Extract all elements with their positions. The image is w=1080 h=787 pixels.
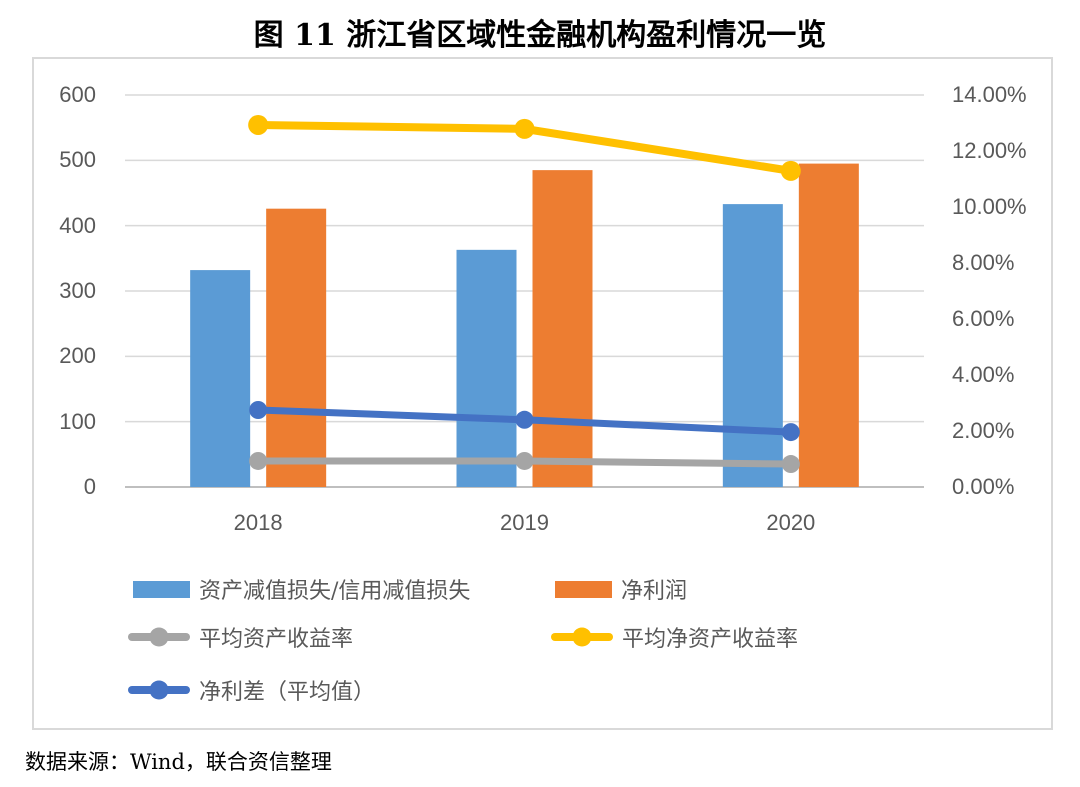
category-label-2019: 2019 [500,510,549,535]
marker-roa-2020 [781,455,800,474]
legend-item-roe: 平均净资产收益率 [551,623,799,652]
right-axis-tick-0.00%: 0.00% [952,474,1015,499]
legend-label-roe: 平均净资产收益率 [622,627,799,652]
legend-label-roa: 平均资产收益率 [199,627,354,652]
right-axis-tick-12.00%: 12.00% [952,138,1027,163]
left-axis-tick-600: 600 [59,82,96,107]
bar-impairment-2020 [722,204,783,487]
legend-swatch-impairment [133,580,190,598]
left-axis-tick-100: 100 [59,408,96,434]
right-axis-tick-8.00%: 8.00% [952,250,1015,275]
marker-roa-2019 [515,451,534,470]
legend-label-net-profit: 净利润 [621,579,688,604]
chart-title: 图 11 浙江省区域性金融机构盈利情况一览 [253,18,827,53]
right-axis-tick-6.00%: 6.00% [952,306,1015,331]
bar-net-profit-2020 [798,163,859,487]
legend-marker-roa [149,627,169,647]
legend-marker-nim [149,680,169,700]
marker-roe-2020 [780,160,801,181]
left-axis-tick-400: 400 [59,212,96,238]
legend-swatch-roa [128,627,190,647]
bar-net-profit-2018 [266,208,327,487]
legend-swatch-net-profit [555,580,612,598]
legend-swatch-nim [128,680,190,700]
right-axis-tick-14.00%: 14.00% [952,82,1027,107]
marker-roe-2018 [248,114,269,135]
legend-marker-roe [572,627,592,647]
left-axis-tick-300: 300 [59,278,96,303]
bar-impairment-2019 [456,249,517,487]
marker-nim-2020 [781,423,800,442]
category-label-2020: 2020 [766,510,816,535]
bar-impairment-2018 [190,270,251,487]
right-axis-tick-10.00%: 10.00% [952,194,1027,219]
legend-label-nim: 净利差（平均值） [199,680,376,705]
legend-item-nim: 净利差（平均值） [128,676,376,705]
right-axis-tick-4.00%: 4.00% [952,362,1015,387]
marker-roa-2018 [249,451,268,470]
left-axis-tick-500: 500 [59,147,96,173]
legend-item-roa: 平均资产收益率 [128,623,354,652]
data-source-note: 数据来源：Wind，联合资信整理 [25,750,332,774]
left-axis-tick-200: 200 [59,343,96,369]
bar-net-profit-2019 [532,170,593,487]
category-label-2018: 2018 [233,510,283,535]
marker-nim-2018 [249,401,268,419]
right-axis-tick-2.00%: 2.00% [952,418,1015,443]
left-axis-tick-0: 0 [83,474,96,499]
legend-swatch-roe [551,627,613,647]
marker-nim-2019 [515,410,534,429]
legend-item-net-profit: 净利润 [555,575,688,604]
plot-area [125,94,924,488]
legend-item-impairment: 资产减值损失/信用减值损失 [133,575,471,604]
legend-label-impairment: 资产减值损失/信用减值损失 [199,579,471,604]
marker-roe-2019 [514,118,535,139]
chart-frame: 0 100 200 300 400 500 600 0.00% 2.00% 4.00% 6.00%… [32,57,1053,730]
